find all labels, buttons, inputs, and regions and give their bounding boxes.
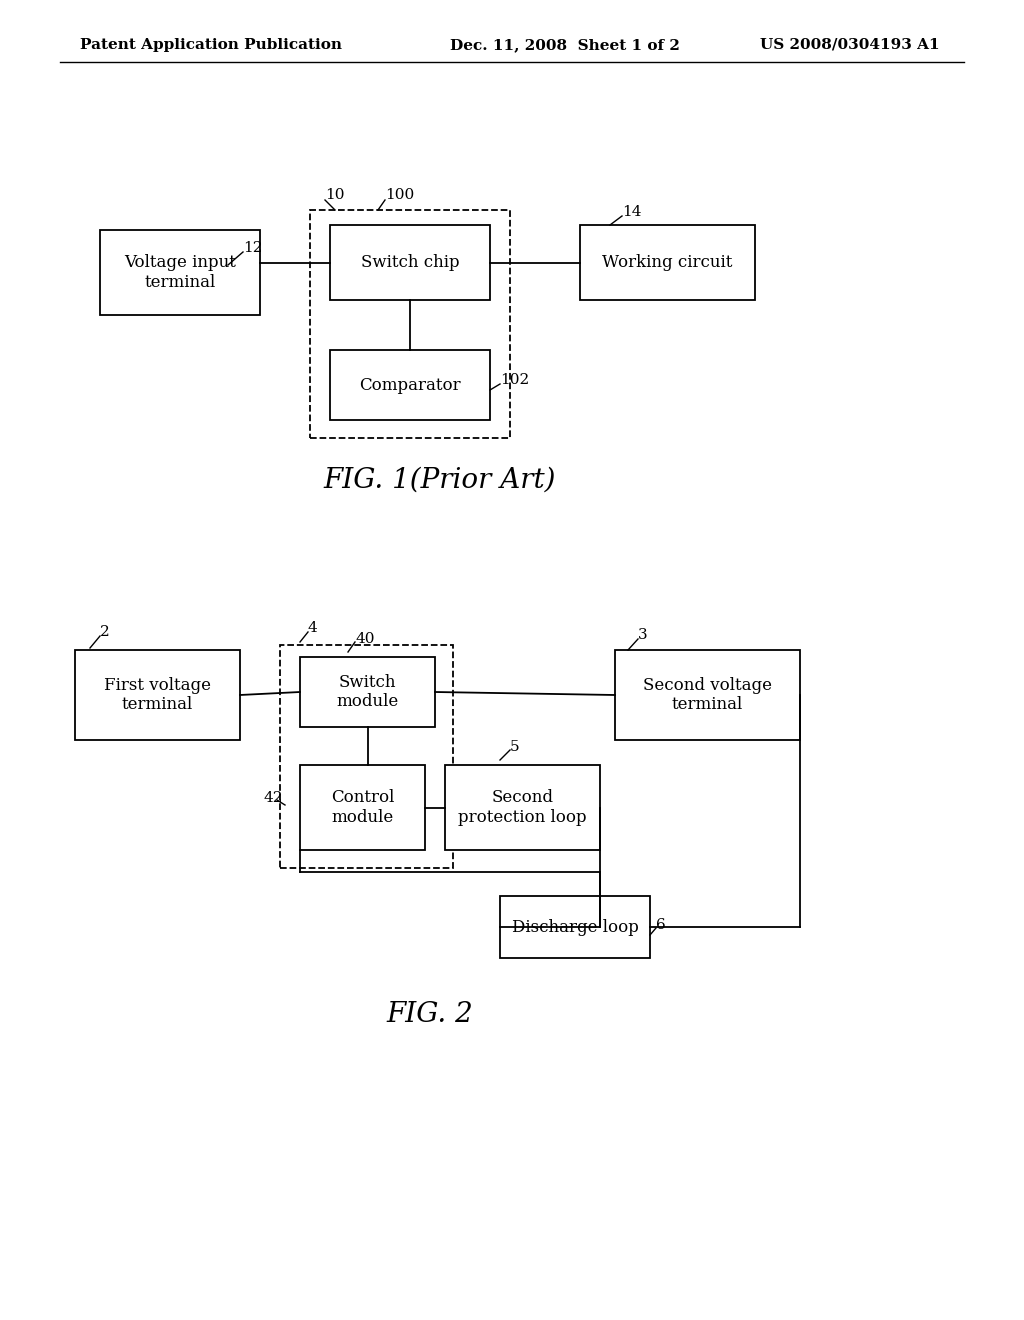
Text: US 2008/0304193 A1: US 2008/0304193 A1 bbox=[760, 38, 940, 51]
Text: 102: 102 bbox=[500, 374, 529, 387]
Text: Discharge loop: Discharge loop bbox=[512, 919, 638, 936]
Text: Working circuit: Working circuit bbox=[602, 253, 733, 271]
Bar bbox=[300, 766, 425, 850]
Bar bbox=[330, 350, 490, 420]
Bar bbox=[445, 766, 600, 850]
Bar bbox=[310, 210, 510, 438]
Text: Control
module: Control module bbox=[331, 789, 394, 826]
Text: 6: 6 bbox=[656, 917, 666, 932]
Bar bbox=[330, 224, 490, 300]
Bar bbox=[615, 649, 800, 741]
Text: 3: 3 bbox=[638, 628, 647, 642]
Bar bbox=[100, 230, 260, 315]
Bar bbox=[280, 645, 453, 869]
Text: Patent Application Publication: Patent Application Publication bbox=[80, 38, 342, 51]
Text: 14: 14 bbox=[622, 205, 641, 219]
Text: Voltage input
terminal: Voltage input terminal bbox=[124, 255, 236, 290]
Text: 40: 40 bbox=[355, 632, 375, 645]
Text: Second voltage
terminal: Second voltage terminal bbox=[643, 677, 772, 713]
Text: 10: 10 bbox=[325, 187, 344, 202]
Text: 5: 5 bbox=[510, 741, 519, 754]
Bar bbox=[500, 896, 650, 958]
Text: Comparator: Comparator bbox=[359, 376, 461, 393]
Text: Dec. 11, 2008  Sheet 1 of 2: Dec. 11, 2008 Sheet 1 of 2 bbox=[450, 38, 680, 51]
Text: FIG. 1(Prior Art): FIG. 1(Prior Art) bbox=[324, 466, 556, 494]
Bar bbox=[580, 224, 755, 300]
Text: Switch
module: Switch module bbox=[336, 673, 398, 710]
Text: 42: 42 bbox=[263, 791, 283, 805]
Bar bbox=[300, 657, 435, 727]
Text: Second
protection loop: Second protection loop bbox=[458, 789, 587, 826]
Text: Switch chip: Switch chip bbox=[360, 253, 460, 271]
Bar bbox=[75, 649, 240, 741]
Text: First voltage
terminal: First voltage terminal bbox=[104, 677, 211, 713]
Text: 100: 100 bbox=[385, 187, 415, 202]
Text: 4: 4 bbox=[308, 620, 317, 635]
Text: 12: 12 bbox=[243, 242, 262, 255]
Text: FIG. 2: FIG. 2 bbox=[387, 1002, 473, 1028]
Text: 2: 2 bbox=[100, 624, 110, 639]
